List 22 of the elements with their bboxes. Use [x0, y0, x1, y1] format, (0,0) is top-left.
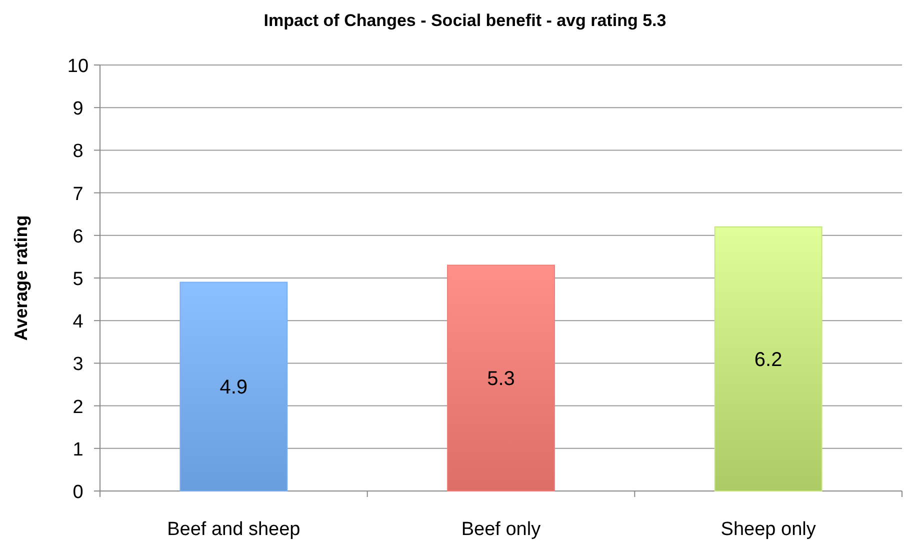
- data-label: 6.2: [754, 348, 782, 371]
- x-tick-label: Beef and sheep: [167, 519, 300, 540]
- bar: [447, 264, 555, 492]
- bar: [714, 226, 822, 492]
- y-tick-label: 7: [72, 184, 84, 205]
- x-tick-label: Beef only: [461, 519, 542, 540]
- y-tick-label: 0: [72, 482, 84, 503]
- y-axis-title: Average rating: [11, 215, 31, 341]
- y-tick-label: 3: [72, 354, 84, 376]
- x-tick-label: Sheep only: [720, 519, 816, 540]
- data-label: 4.9: [220, 376, 248, 399]
- y-tick-label: 4: [72, 312, 84, 333]
- y-tick-label: 1: [72, 439, 84, 460]
- y-tick-label: 5: [72, 269, 84, 290]
- data-label: 5.3: [487, 368, 515, 390]
- y-tick-label: 10: [67, 56, 89, 77]
- bar: [180, 282, 288, 492]
- chart-title: Impact of Changes - Social benefit - avg rating 5.3: [264, 11, 666, 30]
- y-tick-label: 6: [72, 226, 84, 248]
- y-tick-label: 8: [72, 141, 84, 162]
- y-tick-label: 9: [72, 98, 84, 120]
- y-tick-label: 2: [72, 396, 84, 418]
